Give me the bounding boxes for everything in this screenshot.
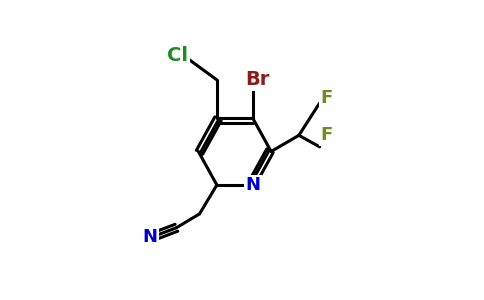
Text: F: F [320,89,333,107]
Text: N: N [245,176,260,194]
Text: N: N [142,228,157,246]
Text: F: F [320,126,333,144]
Text: Cl: Cl [167,46,188,65]
Text: Br: Br [245,70,270,89]
